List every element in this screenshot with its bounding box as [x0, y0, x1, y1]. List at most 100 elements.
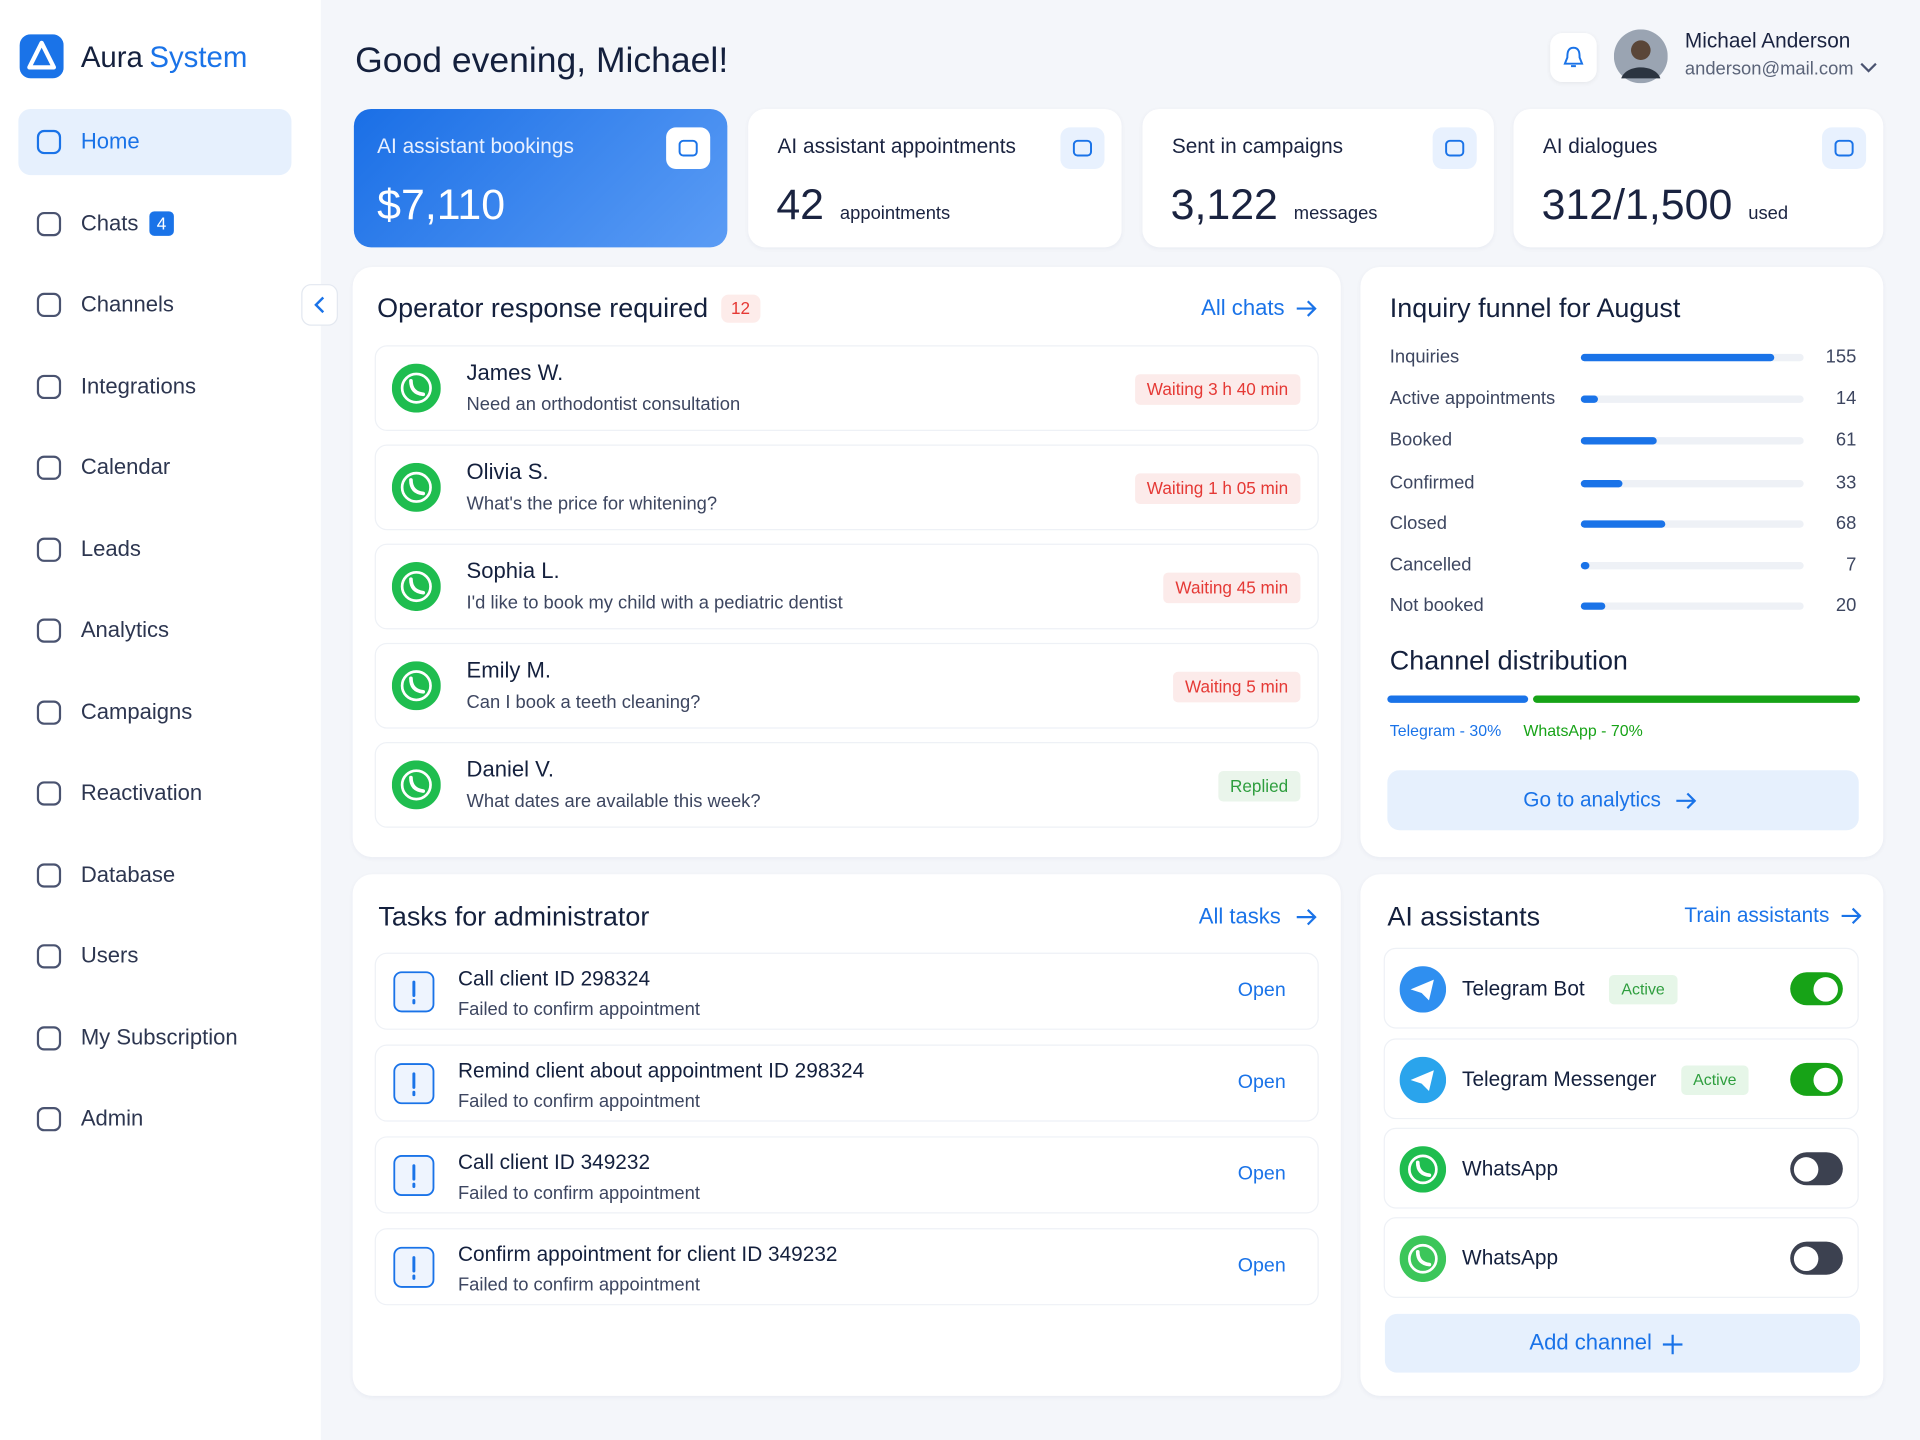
chat-row[interactable]	[374, 345, 1319, 432]
nav-label[interactable]: Calendar	[80, 454, 171, 480]
nav-label[interactable]: Users	[80, 943, 139, 968]
chat-status: Waiting 1 h 05 min	[1134, 473, 1301, 504]
button-label[interactable]: Go to analytics	[1523, 788, 1661, 812]
chat-row[interactable]	[374, 543, 1319, 630]
avatar	[1613, 29, 1668, 84]
icon-shape	[1563, 46, 1584, 68]
bell-button[interactable]	[1550, 33, 1597, 83]
chat-row[interactable]	[374, 642, 1319, 729]
icon-shape	[1631, 40, 1651, 60]
icon-shape	[36, 1025, 62, 1050]
panel-link[interactable]: All tasks	[1198, 903, 1281, 929]
nav-icon	[36, 699, 62, 725]
funnel-value: 68	[1835, 513, 1857, 534]
icon-shape	[1399, 1235, 1447, 1283]
stat-card	[353, 108, 728, 248]
icon-shape	[1841, 907, 1862, 925]
nav-icon	[36, 211, 62, 236]
task-row	[374, 1136, 1319, 1214]
toggle-knob	[1813, 1067, 1838, 1093]
channel-label: Telegram - 30%	[1389, 721, 1502, 740]
task-icon	[393, 1154, 435, 1197]
greeting: Good evening, Michael!	[355, 41, 729, 81]
funnel-bar	[1580, 395, 1599, 403]
funnel-track	[1580, 437, 1804, 445]
funnel-label: Confirmed	[1389, 472, 1475, 494]
link-arrow[interactable]	[1840, 906, 1862, 926]
nav-icon	[36, 1107, 62, 1132]
nav-label[interactable]: Database	[80, 861, 176, 887]
nav-label[interactable]: Reactivation	[80, 780, 203, 805]
link-arrow[interactable]	[1296, 299, 1318, 319]
icon-shape	[36, 374, 62, 399]
icon-shape	[409, 478, 426, 496]
nav-label[interactable]: My Subscription	[80, 1024, 238, 1050]
chat-row[interactable]	[374, 742, 1319, 828]
task-subtitle: Failed to confirm appointment	[457, 1182, 700, 1204]
user-menu-chevron[interactable]	[1860, 61, 1877, 73]
panel-link[interactable]: Train assistants	[1684, 903, 1830, 927]
stat-value: 3,122	[1170, 181, 1278, 229]
icon-shape	[36, 537, 62, 562]
toggle-knob	[1813, 977, 1838, 1002]
icon-shape	[1410, 1070, 1434, 1092]
chat-status: Waiting 3 h 40 min	[1134, 374, 1301, 405]
stat-glyph	[1445, 139, 1465, 157]
link-arrow[interactable]	[1296, 907, 1318, 927]
nav-label[interactable]: Admin	[80, 1105, 144, 1131]
funnel-bar	[1580, 437, 1657, 445]
icon-shape	[1296, 909, 1317, 926]
panel-title: AI assistants	[1387, 900, 1541, 932]
task-action[interactable]: Open	[1237, 1255, 1286, 1277]
funnel-bar	[1580, 520, 1666, 528]
nav-label[interactable]: Integrations	[80, 373, 196, 398]
add-channel-button[interactable]	[1384, 1313, 1860, 1373]
nav-label[interactable]: Channels	[80, 291, 174, 317]
icon-shape	[391, 760, 441, 810]
chat-row[interactable]	[374, 444, 1319, 531]
task-icon	[393, 1063, 435, 1105]
nav-label[interactable]: Leads	[80, 535, 141, 561]
toggle-knob	[1793, 1246, 1819, 1272]
whatsapp-icon	[391, 462, 441, 512]
task-title: Remind client about appointment ID 29832…	[457, 1058, 865, 1083]
stat-icon	[1432, 127, 1477, 169]
nav-active-bg[interactable]	[18, 108, 292, 176]
funnel-label: Inquiries	[1389, 346, 1460, 368]
whatsapp-icon	[391, 760, 441, 810]
icon-shape	[36, 1107, 62, 1132]
panel-link[interactable]: All chats	[1201, 295, 1285, 320]
stat-value: 42	[776, 181, 825, 229]
chat-status: Waiting 5 min	[1172, 671, 1301, 703]
icon-shape	[391, 462, 441, 512]
stat-title: Sent in campaigns	[1171, 134, 1344, 158]
panel-title: Operator response required	[377, 292, 709, 324]
stat-icon	[1822, 127, 1867, 169]
bell-icon	[1563, 46, 1584, 68]
nav-icon	[36, 1025, 62, 1050]
task-icon	[393, 971, 435, 1013]
funnel-bar	[1580, 480, 1622, 488]
analytics-button[interactable]	[1387, 770, 1859, 831]
nav-label[interactable]: Analytics	[80, 617, 170, 642]
stat-icon	[666, 127, 711, 169]
funnel-bar	[1580, 562, 1590, 570]
nav-label[interactable]: Campaigns	[80, 698, 193, 724]
button-label[interactable]: Add channel	[1529, 1330, 1652, 1355]
chat-message: Can I book a teeth cleaning?	[466, 691, 701, 713]
task-action[interactable]: Open	[1237, 1071, 1286, 1093]
icon-shape	[1410, 979, 1434, 1001]
task-action[interactable]: Open	[1237, 980, 1286, 1001]
nav-icon	[36, 374, 62, 399]
channel-segment	[1387, 695, 1528, 703]
funnel-label: Active appointments	[1389, 388, 1556, 409]
icon-shape	[1415, 1249, 1432, 1267]
nav-label[interactable]: Chats	[80, 210, 139, 235]
icon-shape	[391, 661, 441, 711]
nav-label[interactable]: Home	[80, 128, 140, 154]
icon-shape	[27, 40, 57, 70]
collapse-button[interactable]	[301, 284, 338, 326]
task-action[interactable]: Open	[1237, 1163, 1286, 1185]
assistant-row	[1383, 1217, 1859, 1298]
